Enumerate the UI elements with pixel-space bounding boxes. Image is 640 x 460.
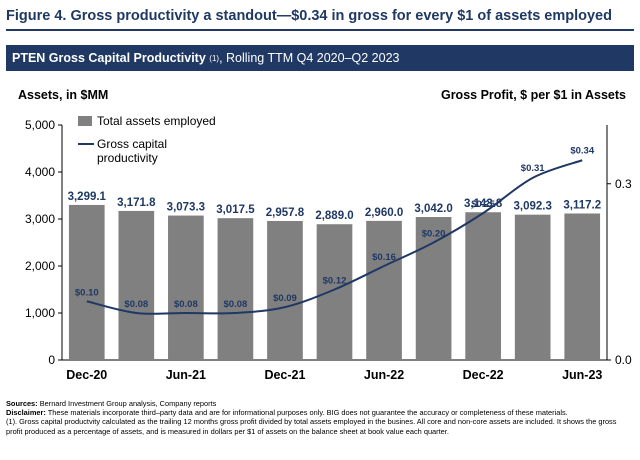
bar-total-assets <box>564 213 601 360</box>
bar-value-label: 3,092.3 <box>513 201 551 213</box>
left-axis-tick-label: 4,000 <box>25 165 55 179</box>
line-value-label: $0.09 <box>273 293 297 304</box>
right-axis-title: Gross Profit, $ per $1 in Assets <box>440 88 626 102</box>
chart-plot: 0 1,000 2,000 3,000 4,000 5,000 0.0 0.3 3,299.1 3… <box>25 114 632 382</box>
line-value-label: $0.08 <box>174 299 198 310</box>
line-value-label: $0.25 <box>471 199 495 210</box>
figure-title: Figure 4. Gross productivity a standout—… <box>6 8 634 31</box>
disclaimer-text: These materials incorporate third–party … <box>45 408 568 418</box>
left-axis-tick-label: 2,000 <box>25 259 55 273</box>
x-tick-label: Jun-23 <box>562 368 602 382</box>
bar-total-assets <box>118 210 155 360</box>
line-value-label: $0.20 <box>422 229 446 240</box>
bar-total-assets <box>366 220 402 360</box>
right-axis-tick-label: 0.3 <box>615 177 632 191</box>
disclaimer-note: Disclaimer: These materials incorporate … <box>6 408 634 417</box>
bar-total-assets <box>68 204 105 360</box>
line-value-label: $0.16 <box>372 252 396 263</box>
bar-value-label: 2,957.8 <box>266 207 305 219</box>
sources-note: Sources: Bernard Investment Group analys… <box>6 399 634 408</box>
bar-value-label: 3,117.2 <box>563 199 601 211</box>
line-value-label: $0.31 <box>521 163 545 174</box>
bar-total-assets <box>267 220 303 360</box>
disclaimer-label: Disclaimer: <box>6 408 46 418</box>
banner-subtitle: , Rolling TTM Q4 2020–Q2 2023 <box>219 51 400 65</box>
line-value-label: $0.12 <box>323 276 347 287</box>
bar-value-label: 2,889.0 <box>315 210 353 222</box>
bar-value-label: 3,017.5 <box>216 204 255 216</box>
bar-value-label: 3,299.1 <box>68 191 107 203</box>
left-axis-tick-label: 5,000 <box>25 118 55 132</box>
x-tick-label: Dec-20 <box>66 368 107 382</box>
x-tick-label: Dec-22 <box>463 368 504 382</box>
left-axis-tick-label: 3,000 <box>25 212 55 226</box>
line-value-label: $0.08 <box>124 299 148 310</box>
left-axis-title: Assets, in $MM <box>18 88 109 102</box>
bar-value-label: 3,171.8 <box>117 197 156 209</box>
line-value-label: $0.08 <box>224 299 248 310</box>
notes-block: Sources: Bernard Investment Group analys… <box>6 399 634 436</box>
x-tick-label: Dec-21 <box>264 368 305 382</box>
bar-total-assets <box>514 214 551 360</box>
bar-total-assets <box>217 218 254 360</box>
line-gross-capital-productivity <box>86 159 583 315</box>
bar-value-label: 3,042.0 <box>414 203 452 215</box>
line-value-label: $0.10 <box>75 287 99 298</box>
bar-value-label: 2,960.0 <box>365 207 403 219</box>
left-axis-tick-label: 0 <box>48 353 55 367</box>
x-tick-label: Jun-22 <box>364 368 404 382</box>
legend-label-bar: Total assets employed <box>97 114 216 128</box>
bar-total-assets <box>168 215 204 360</box>
chart-banner: PTEN Gross Capital Productivity (1), Rol… <box>6 45 634 71</box>
sources-text: Bernard Investment Group analysis, Compa… <box>37 399 217 408</box>
x-tick-label: Jun-21 <box>166 368 206 382</box>
legend-label-line: Gross capital productivity <box>97 137 167 165</box>
bar-total-assets <box>415 217 452 360</box>
footnote-note: (1). Gross capital productvity calculate… <box>6 417 617 436</box>
bar-value-label: 3,073.3 <box>167 202 205 214</box>
sources-label: Sources: <box>6 399 38 408</box>
banner-footnote-mark: (1) <box>209 53 220 63</box>
bar-total-assets <box>316 224 353 360</box>
legend-swatch-bar <box>78 116 92 126</box>
right-axis-tick-label: 0.0 <box>615 353 632 367</box>
bar-total-assets <box>465 212 501 360</box>
left-axis-tick-label: 1,000 <box>25 306 55 320</box>
banner-title: PTEN Gross Capital Productivity <box>12 51 206 65</box>
line-value-label: $0.34 <box>570 145 594 156</box>
